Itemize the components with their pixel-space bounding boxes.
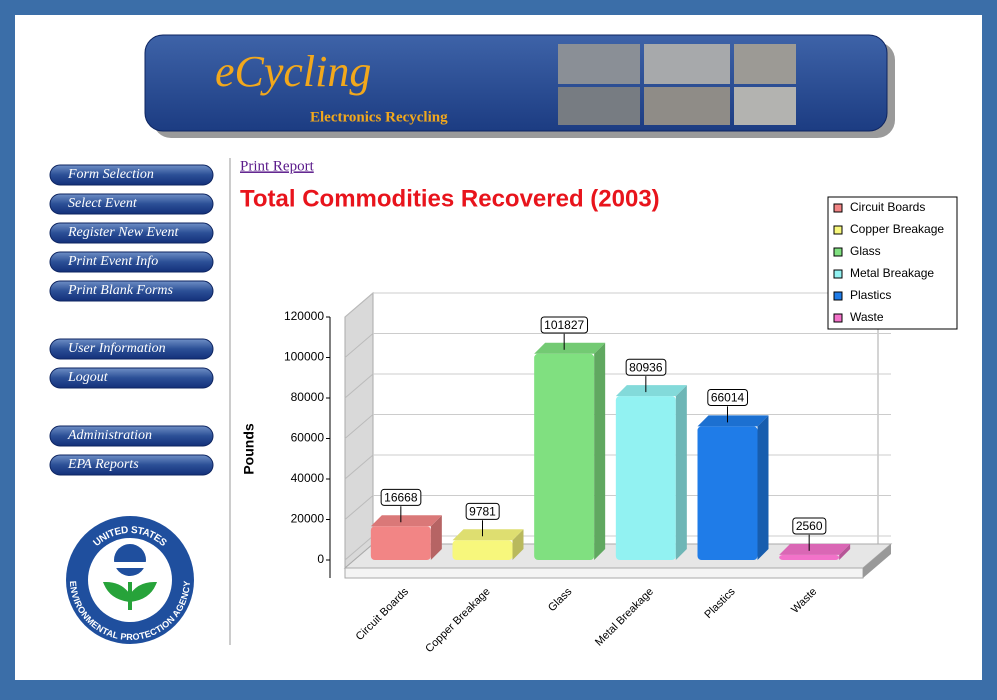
nav-label: User Information (68, 341, 166, 356)
epa-seal: UNITED STATES ENVIRONMENTAL PROTECTION A… (66, 516, 194, 644)
data-label: 2560 (796, 519, 823, 533)
data-label: 66014 (711, 390, 745, 404)
nav-label: Register New Event (67, 225, 180, 240)
nav-button[interactable] (49, 164, 214, 186)
nav-button[interactable] (49, 251, 214, 273)
grid-line (344, 414, 374, 439)
nav-button[interactable] (49, 338, 214, 360)
legend (827, 196, 958, 330)
bar-side (757, 415, 769, 560)
bar-side (839, 543, 851, 560)
legend-label: Metal Breakage (850, 266, 934, 280)
legend-swatch (833, 247, 843, 257)
nav-button[interactable] (49, 222, 214, 244)
logo: eCycling (215, 47, 371, 96)
bar (697, 426, 758, 560)
y-tick-label: 40000 (291, 471, 325, 485)
data-label-box (625, 358, 667, 376)
data-label: 16668 (384, 490, 418, 504)
data-label-box (707, 388, 749, 406)
bar-top (779, 543, 851, 555)
legend-swatch (833, 291, 843, 301)
y-tick-label: 80000 (291, 390, 325, 404)
y-tick-label: 60000 (291, 431, 325, 445)
legend-label: Waste (850, 310, 884, 324)
grid-line (344, 333, 374, 358)
nav-label: Print Blank Forms (67, 283, 174, 298)
y-tick-label: 100000 (284, 350, 324, 364)
bar-side (430, 515, 442, 560)
bar (779, 554, 840, 560)
bar-top (534, 342, 606, 354)
data-label-box (792, 517, 827, 535)
legend-label: Copper Breakage (850, 222, 944, 236)
legend-swatch (833, 269, 843, 279)
nav-label: Form Selection (67, 167, 154, 182)
grid-line (344, 535, 374, 561)
bar-side (594, 342, 606, 560)
nav-label: EPA Reports (67, 457, 139, 472)
side-wall (344, 291, 374, 570)
legend-label: Circuit Boards (850, 200, 925, 214)
print-link[interactable]: Print Report (240, 158, 315, 174)
data-label-box (540, 316, 589, 334)
nav-label: Administration (67, 428, 152, 443)
legend-label: Plastics (850, 288, 891, 302)
nav-button[interactable] (49, 367, 214, 389)
nav-button[interactable] (49, 454, 214, 476)
grid-line (344, 454, 374, 480)
data-label: 9781 (469, 504, 496, 518)
data-label-box (380, 488, 422, 506)
grid-line (344, 292, 374, 318)
legend-swatch (833, 203, 843, 213)
nav-button[interactable] (49, 193, 214, 215)
legend-label: Glass (850, 244, 881, 258)
bar-top (615, 385, 687, 397)
legend-swatch (833, 313, 843, 323)
y-tick-label: 20000 (291, 512, 325, 526)
nav-label: Logout (67, 370, 109, 385)
data-label-box (465, 502, 500, 520)
y-tick-label: 120000 (284, 309, 324, 323)
nav-label: Print Event Info (67, 254, 158, 269)
tagline: Electronics Recycling (310, 109, 448, 125)
data-label: 80936 (629, 360, 663, 374)
nav-button[interactable] (49, 425, 214, 447)
bar-top (452, 529, 524, 541)
chart-title: Total Commodities Recovered (2003) (240, 185, 660, 212)
bar-top (697, 415, 769, 427)
bar (534, 353, 595, 560)
bar (452, 540, 513, 560)
nav-button[interactable] (49, 280, 214, 302)
bar-side (675, 385, 687, 560)
nav-label: Select Event (68, 196, 138, 211)
y-axis-label: Pounds (241, 423, 257, 475)
grid-line (344, 495, 374, 520)
grid-line (344, 373, 374, 399)
bar (370, 526, 431, 560)
bar (615, 396, 676, 560)
data-label: 101827 (544, 318, 584, 332)
floor-front (344, 567, 864, 579)
legend-swatch (833, 225, 843, 235)
banner-photos (558, 44, 796, 125)
right-wall (863, 544, 891, 578)
bar-top (370, 515, 442, 527)
y-tick-label: 0 (317, 552, 324, 566)
bar-side (512, 529, 524, 560)
